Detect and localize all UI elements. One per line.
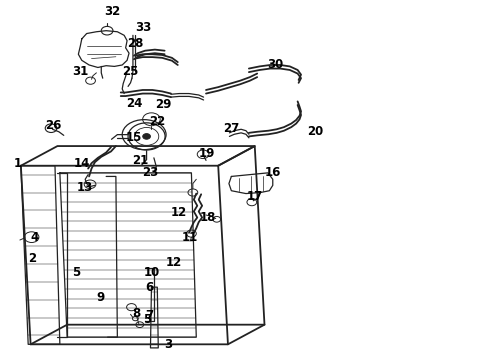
Text: 5: 5 (143, 313, 151, 326)
Text: 13: 13 (77, 181, 93, 194)
Text: 22: 22 (149, 114, 165, 127)
Text: 6: 6 (145, 281, 153, 294)
Text: 9: 9 (97, 291, 105, 305)
Text: 7: 7 (145, 309, 153, 322)
Text: 21: 21 (132, 154, 148, 167)
Text: 11: 11 (182, 231, 198, 244)
Text: 17: 17 (246, 190, 263, 203)
Text: 14: 14 (74, 157, 90, 170)
Text: 19: 19 (199, 147, 215, 160)
Text: 12: 12 (166, 256, 182, 269)
Text: 31: 31 (72, 64, 88, 77)
Text: 29: 29 (155, 99, 171, 112)
Text: 12: 12 (171, 206, 187, 219)
Text: 25: 25 (122, 64, 139, 77)
Text: 18: 18 (200, 211, 216, 224)
Text: 26: 26 (45, 119, 62, 132)
Text: 2: 2 (28, 252, 36, 265)
Text: 4: 4 (30, 231, 39, 244)
Text: 33: 33 (135, 21, 151, 33)
Text: 15: 15 (125, 131, 142, 144)
Text: 23: 23 (142, 166, 158, 179)
Ellipse shape (143, 134, 150, 139)
Text: 20: 20 (307, 125, 323, 138)
Text: 27: 27 (223, 122, 239, 135)
Text: 24: 24 (125, 97, 142, 110)
Text: 28: 28 (127, 37, 144, 50)
Text: 32: 32 (104, 5, 120, 18)
Text: 1: 1 (14, 157, 22, 170)
Text: 5: 5 (72, 266, 80, 279)
Text: 3: 3 (165, 338, 173, 351)
Text: 10: 10 (144, 266, 160, 279)
Text: 30: 30 (267, 58, 283, 72)
Text: 8: 8 (132, 307, 140, 320)
Text: 16: 16 (265, 166, 281, 179)
